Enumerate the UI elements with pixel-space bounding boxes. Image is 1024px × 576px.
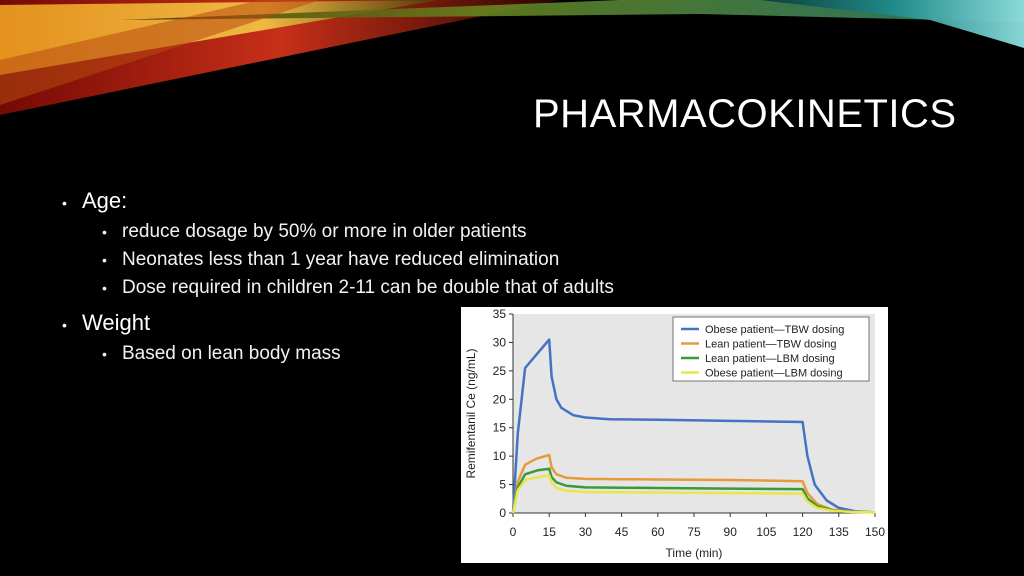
- sub-bullet: • Based on lean body mass: [102, 340, 614, 368]
- bullet-dot-icon: •: [62, 195, 67, 211]
- x-tick-label: 135: [829, 525, 849, 539]
- bullet-text: Age:: [82, 188, 128, 213]
- legend-box: [672, 316, 870, 382]
- x-tick-label: 120: [793, 525, 813, 539]
- legend-label-1: Obese patient—TBW dosing: [705, 324, 844, 336]
- bullet-dot-icon: •: [102, 224, 107, 240]
- y-tick-label: 25: [493, 364, 507, 378]
- series-line-4: [511, 474, 876, 514]
- x-tick-label: 150: [865, 525, 885, 539]
- sub-bullet-text: Dose required in children 2-11 can be do…: [122, 277, 614, 298]
- chart-image: 0 5 10 15 20 25 30 35 0 15 30 45 60 75 90 105 120 135 150 T…: [461, 307, 888, 563]
- bullet-dot-icon: •: [102, 346, 107, 362]
- legend-label-2: Lean patient—TBW dosing: [705, 339, 836, 351]
- slide-title: PHARMACOKINETICS: [533, 92, 957, 136]
- y-tick-label: 30: [493, 335, 507, 349]
- y-tick-label: 15: [493, 421, 507, 435]
- x-tick-label: 75: [687, 525, 701, 539]
- sub-bullet-text: Based on lean body mass: [122, 343, 341, 364]
- x-tick-label: 45: [615, 525, 629, 539]
- sub-bullet: • Dose required in children 2-11 can be …: [102, 274, 614, 302]
- series-line-1: [511, 338, 876, 514]
- x-tick-label: 15: [543, 525, 557, 539]
- y-tick-label: 10: [493, 449, 507, 463]
- y-axis-label: Remifentanil Ce (ng/mL): [464, 348, 478, 478]
- x-axis-label: Time (min): [666, 546, 723, 560]
- x-tick-label: 60: [651, 525, 665, 539]
- sub-bullet-text: Neonates less than 1 year have reduced e…: [122, 249, 560, 270]
- bullet-list: • Age: • reduce dosage by 50% or more in…: [62, 186, 614, 368]
- x-tick-label: 90: [724, 525, 738, 539]
- x-tick-label: 0: [510, 525, 517, 539]
- stripe-teal: [760, 0, 1024, 48]
- stripe-amber: [0, 0, 320, 105]
- remifentanil-chart: 0 5 10 15 20 25 30 35 0 15 30 45 60 75 90 105 120 135 150 T…: [464, 307, 885, 560]
- series-line-3: [511, 467, 876, 514]
- sub-bullet: • Neonates less than 1 year have reduced…: [102, 246, 614, 274]
- y-tick-label: 0: [499, 506, 506, 520]
- x-tick-label: 30: [579, 525, 593, 539]
- bullet-age: • Age:: [62, 186, 614, 218]
- stripe-green: [120, 0, 1024, 22]
- bullet-weight: • Weight: [62, 308, 614, 340]
- bullet-dot-icon: •: [102, 252, 107, 268]
- y-tick-label: 5: [499, 478, 506, 492]
- bullet-dot-icon: •: [62, 317, 67, 333]
- sub-bullet-text: reduce dosage by 50% or more in older pa…: [122, 221, 527, 242]
- y-tick-label: 35: [493, 307, 507, 321]
- bullet-text: Weight: [82, 310, 151, 335]
- sub-bullet: • reduce dosage by 50% or more in older …: [102, 218, 614, 246]
- series-line-2: [511, 453, 876, 514]
- decorative-banner: [0, 0, 1024, 115]
- legend-label-4: Obese patient—LBM dosing: [705, 368, 843, 380]
- bullet-dot-icon: •: [102, 280, 107, 296]
- x-tick-label: 105: [756, 525, 776, 539]
- y-tick-label: 20: [493, 392, 507, 406]
- legend-label-3: Lean patient—LBM dosing: [705, 353, 835, 365]
